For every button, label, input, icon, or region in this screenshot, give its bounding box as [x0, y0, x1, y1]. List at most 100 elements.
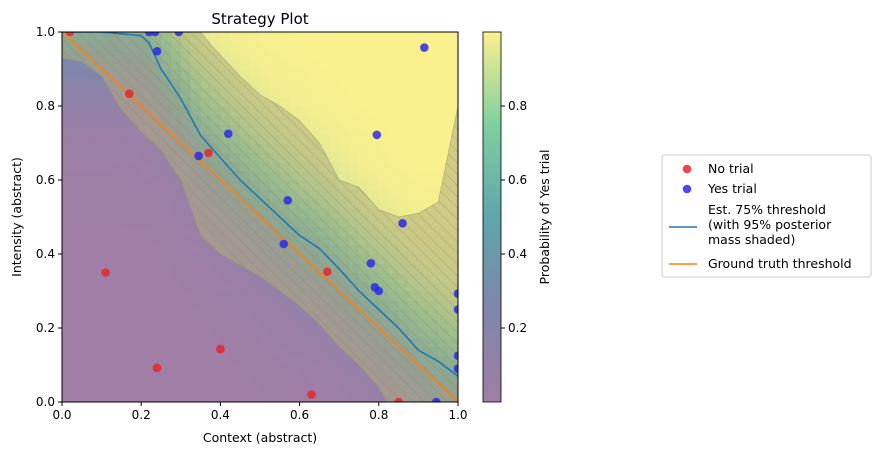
probability-cell	[131, 355, 142, 366]
probability-cell	[111, 198, 122, 209]
probability-cell	[141, 383, 152, 394]
probability-cell	[62, 365, 73, 375]
probability-cell	[161, 291, 172, 301]
probability-cell	[279, 365, 291, 375]
probability-cell	[289, 383, 301, 394]
yes-trial-point	[152, 46, 162, 56]
probability-cell	[378, 41, 390, 52]
probability-cell	[250, 374, 261, 385]
probability-cell	[62, 152, 73, 163]
probability-cell	[101, 272, 113, 283]
probability-cell	[91, 207, 103, 218]
probability-cell	[378, 106, 390, 116]
probability-cell	[428, 180, 439, 190]
probability-cell	[210, 374, 221, 385]
probability-cell	[151, 392, 162, 402]
probability-cell	[309, 124, 320, 135]
probability-cell	[418, 180, 429, 190]
probability-cell	[378, 32, 390, 42]
probability-cell	[71, 281, 83, 292]
probability-cell	[101, 189, 113, 200]
probability-cell	[62, 226, 73, 237]
probability-cell	[240, 50, 251, 61]
probability-cell	[359, 106, 370, 116]
probability-cell	[319, 374, 330, 385]
probability-cell	[289, 96, 301, 107]
probability-cell	[240, 69, 251, 79]
probability-cell	[101, 161, 113, 172]
probability-cell	[111, 383, 122, 394]
probability-cell	[210, 281, 221, 292]
probability-cell	[339, 143, 350, 153]
probability-cell	[111, 272, 122, 283]
probability-cell	[111, 374, 122, 385]
chart-title: Strategy Plot	[211, 10, 308, 28]
probability-cell	[111, 133, 122, 144]
probability-cell	[368, 78, 380, 89]
probability-cell	[418, 32, 429, 42]
colorbar-tick-label: 0.2	[508, 321, 527, 335]
probability-cell	[329, 69, 340, 79]
probability-cell	[438, 32, 449, 42]
probability-cell	[269, 392, 281, 402]
probability-cell	[141, 133, 152, 144]
probability-cell	[62, 106, 73, 116]
probability-cell	[260, 328, 271, 338]
probability-cell	[309, 69, 320, 79]
legend-threshold-label: Est. 75% threshold (with 95% posterior mas…	[708, 202, 832, 247]
probability-cell	[448, 41, 458, 52]
x-tick-label: 0.0	[52, 408, 71, 422]
probability-cell	[210, 309, 221, 320]
probability-cell	[101, 365, 113, 375]
probability-cell	[151, 226, 162, 237]
probability-cell	[141, 346, 152, 357]
probability-cell	[269, 50, 281, 61]
probability-cell	[131, 189, 142, 200]
probability-cell	[339, 115, 350, 126]
probability-cell	[279, 32, 291, 42]
probability-cell	[190, 300, 202, 311]
no-trial-point	[152, 363, 162, 373]
probability-cell	[81, 328, 93, 338]
probability-cell	[161, 374, 172, 385]
probability-cell	[349, 78, 360, 89]
probability-cell	[101, 124, 113, 135]
probability-cell	[230, 281, 241, 292]
probability-cell	[161, 217, 172, 227]
probability-cell	[121, 346, 132, 357]
probability-cell	[161, 189, 172, 200]
probability-cell	[170, 355, 182, 366]
probability-cell	[141, 152, 152, 163]
probability-cell	[161, 309, 172, 320]
probability-cell	[62, 392, 73, 402]
probability-cell	[111, 235, 122, 246]
probability-cell	[289, 300, 301, 311]
probability-cell	[240, 300, 251, 311]
probability-cell	[438, 59, 449, 70]
probability-cell	[299, 106, 311, 116]
probability-cell	[71, 152, 83, 163]
probability-cell	[319, 96, 330, 107]
probability-cell	[111, 161, 122, 172]
probability-cell	[131, 263, 142, 274]
probability-cell	[121, 328, 132, 338]
probability-cell	[438, 161, 449, 172]
probability-cell	[190, 291, 202, 301]
probability-cell	[62, 374, 73, 385]
probability-cell	[170, 226, 182, 237]
probability-cell	[349, 365, 360, 375]
probability-cell	[319, 337, 330, 348]
probability-cell	[101, 152, 113, 163]
y-tick-label: 0.4	[36, 247, 55, 261]
probability-cell	[62, 235, 73, 246]
probability-cell	[260, 281, 271, 292]
probability-cell	[170, 263, 182, 274]
colorbar: 0.2 0.4 0.6 0.8	[482, 31, 527, 403]
probability-cell	[250, 365, 261, 375]
probability-cell	[121, 309, 132, 320]
probability-cell	[180, 226, 192, 237]
probability-cell	[329, 106, 340, 116]
legend-yes-trial-marker	[682, 184, 692, 194]
probability-cell	[269, 374, 281, 385]
probability-cell	[329, 50, 340, 61]
